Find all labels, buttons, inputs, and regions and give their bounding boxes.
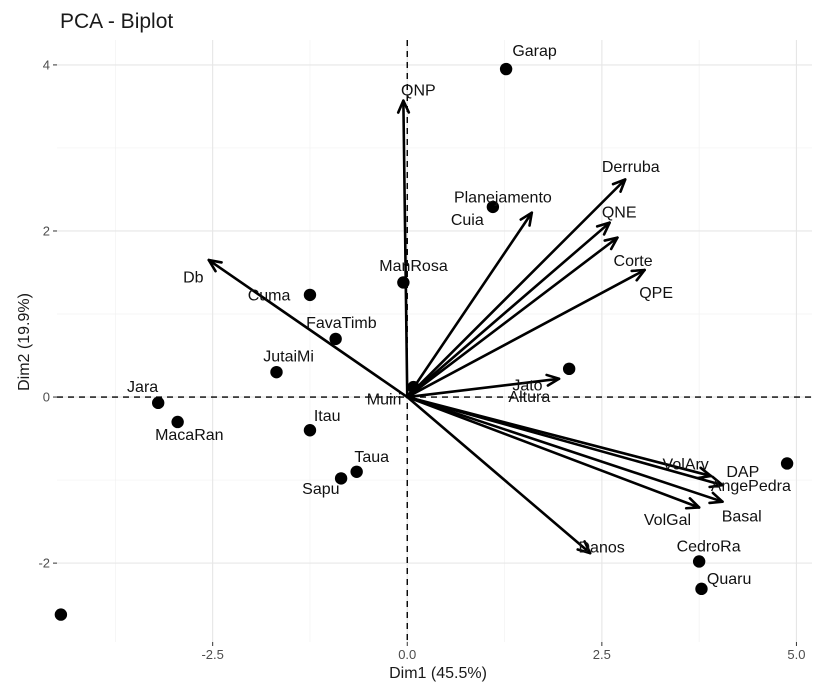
y-tick-label: 0 xyxy=(43,390,50,405)
x-tick-label: -2.5 xyxy=(201,647,223,662)
point-quaru xyxy=(695,582,708,596)
chart-title: PCA - Biplot xyxy=(60,10,173,33)
point-label-cedrora: CedroRa xyxy=(677,538,741,555)
variable-arrow-basal xyxy=(405,395,724,505)
variable-label-qne: QNE xyxy=(602,205,637,222)
variable-label-corte: Corte xyxy=(614,253,653,270)
variable-arrow-corte xyxy=(405,236,619,399)
point-label-jutaimi: JutaiMi xyxy=(263,348,314,365)
variable-label-planejamento: Planejamento xyxy=(454,190,552,207)
variable-label-volarv: VolArv xyxy=(663,456,709,473)
variable-arrow-danos xyxy=(405,395,592,555)
variable-arrow-qnp xyxy=(396,99,411,399)
variable-arrow-altura xyxy=(405,373,561,399)
variable-arrow-db xyxy=(207,258,409,399)
point-itau xyxy=(303,424,317,437)
point-label-itau: Itau xyxy=(314,408,341,425)
x-axis-title: Dim1 (45.5%) xyxy=(389,665,487,682)
x-tick-label: 5.0 xyxy=(787,647,805,662)
point-label-jara: Jara xyxy=(127,379,158,396)
x-tick-label: 0.0 xyxy=(398,647,416,662)
variable-label-qpe: QPE xyxy=(639,285,673,302)
variable-arrow-derruba xyxy=(405,178,627,399)
point-taua xyxy=(350,465,363,478)
point-dap xyxy=(780,457,794,470)
variable-label-altura: Altura xyxy=(508,389,550,406)
variable-label-qnp: QNP xyxy=(401,83,436,100)
point-label-quaru: Quaru xyxy=(707,571,751,588)
y-axis-title: Dim2 (19.9%) xyxy=(16,293,33,391)
point-cuia xyxy=(486,200,500,214)
point-label-cuma: Cuma xyxy=(248,288,291,305)
point-label-macaran: MacaRan xyxy=(155,427,223,444)
point-sapu xyxy=(334,472,348,485)
variable-arrows xyxy=(207,99,724,555)
variable-label-danos: Danos xyxy=(578,539,624,556)
point-cedrora xyxy=(692,555,706,568)
point-label-manrosa: ManRosa xyxy=(379,258,448,275)
point-label-dap: DAP xyxy=(726,464,759,481)
point-cuma xyxy=(303,288,317,302)
variable-arrow-angepedra xyxy=(405,395,724,489)
axes: -2.5 0.0 2.5 5.0 -2 0 2 4 xyxy=(38,57,805,662)
point-favatimb xyxy=(329,332,342,346)
y-tick-label: 4 xyxy=(43,57,50,72)
point-jara xyxy=(151,396,165,410)
point-label-favatimb: FavaTimb xyxy=(306,315,377,332)
y-tick-label: -2 xyxy=(38,556,50,571)
variable-label-volgal: VolGal xyxy=(644,512,691,529)
variable-arrow-qpe xyxy=(405,268,646,399)
point-cupiu xyxy=(54,608,68,621)
variable-label-basal: Basal xyxy=(722,509,762,526)
point-macaran xyxy=(171,415,184,429)
variable-arrow-planejamento xyxy=(405,211,534,399)
variable-label-db: Db xyxy=(183,269,204,286)
point-jato xyxy=(562,362,576,376)
point-label-jato: Jato xyxy=(512,377,542,394)
y-tick-label: 2 xyxy=(43,223,50,238)
point-label-muiri: Muiri xyxy=(367,392,402,409)
observation-points xyxy=(54,62,794,621)
point-label-cuia: Cuia xyxy=(451,212,484,229)
point-garap xyxy=(499,62,513,76)
x-tick-label: 2.5 xyxy=(593,647,611,662)
variable-arrow-volgal xyxy=(405,395,701,510)
point-label-garap: Garap xyxy=(512,43,557,60)
variable-label-derruba: Derruba xyxy=(602,159,660,176)
variable-arrow-qne xyxy=(405,221,611,399)
variable-label-angepedra: AngePedra xyxy=(711,478,791,495)
point-muiri xyxy=(407,380,420,394)
point-manrosa xyxy=(397,276,410,289)
point-label-sapu: Sapu xyxy=(302,481,339,498)
point-label-taua: Taua xyxy=(354,449,389,466)
labels: Garap Cuia ManRosa Cuma FavaTimb JutaiMi Jara M… xyxy=(127,43,791,588)
point-jutaimi xyxy=(270,365,283,379)
